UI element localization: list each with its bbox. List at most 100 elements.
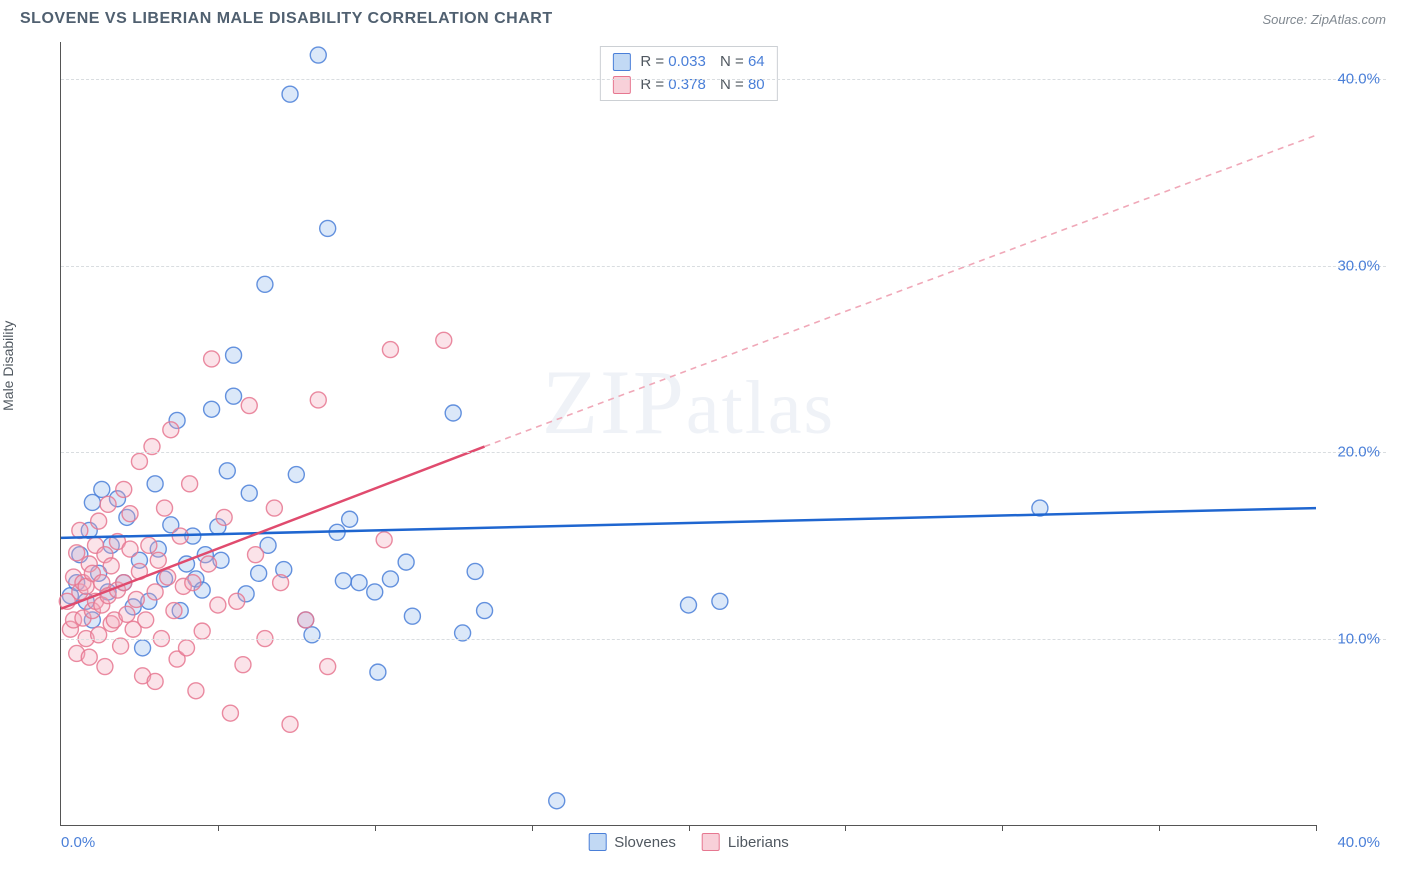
y-axis-label: Male Disability (0, 321, 16, 411)
data-point (251, 565, 267, 581)
data-point (147, 584, 163, 600)
gridline (61, 266, 1386, 267)
data-point (188, 683, 204, 699)
x-tick (375, 825, 376, 831)
data-point (200, 556, 216, 572)
gridline (61, 639, 1386, 640)
chart-title: SLOVENE VS LIBERIAN MALE DISABILITY CORR… (20, 10, 553, 28)
data-point (94, 481, 110, 497)
data-point (97, 659, 113, 675)
legend-label: Slovenes (614, 834, 676, 851)
stats-row-liberians: R = 0.378 N = 80 (612, 74, 764, 97)
r-value: 0.378 (668, 76, 706, 93)
data-point (382, 342, 398, 358)
data-point (100, 496, 116, 512)
y-tick-label: 20.0% (1337, 444, 1380, 461)
data-point (128, 591, 144, 607)
r-value: 0.033 (668, 53, 706, 70)
data-point (194, 623, 210, 639)
data-point (398, 554, 414, 570)
plot-area: ZIPatlas R = 0.033 N = 64 R = 0.378 N = … (60, 42, 1316, 826)
data-point (179, 640, 195, 656)
x-tick (689, 825, 690, 831)
stats-row-slovenes: R = 0.033 N = 64 (612, 51, 764, 74)
x-tick (845, 825, 846, 831)
data-point (69, 545, 85, 561)
data-point (185, 575, 201, 591)
data-point (91, 627, 107, 643)
data-point (131, 453, 147, 469)
data-point (122, 506, 138, 522)
chart-container: Male Disability ZIPatlas R = 0.033 N = 6… (46, 42, 1386, 854)
gridline (61, 452, 1386, 453)
data-point (116, 481, 132, 497)
gridline (61, 79, 1386, 80)
data-point (248, 547, 264, 563)
data-point (273, 575, 289, 591)
x-tick (218, 825, 219, 831)
data-point (226, 388, 242, 404)
series-legend: Slovenes Liberians (588, 833, 789, 851)
data-point (204, 351, 220, 367)
data-point (147, 673, 163, 689)
trend-line (61, 508, 1316, 538)
legend-item-liberians: Liberians (702, 833, 789, 851)
data-point (477, 603, 493, 619)
n-value: 64 (748, 53, 765, 70)
n-value: 80 (748, 76, 765, 93)
data-point (681, 597, 697, 613)
data-point (235, 657, 251, 673)
data-point (150, 552, 166, 568)
data-point (141, 537, 157, 553)
data-point (382, 571, 398, 587)
data-point (219, 463, 235, 479)
legend-label: Liberians (728, 834, 789, 851)
data-point (163, 422, 179, 438)
data-point (257, 276, 273, 292)
data-point (135, 640, 151, 656)
data-point (376, 532, 392, 548)
swatch-icon (702, 833, 720, 851)
data-point (367, 584, 383, 600)
y-tick-label: 40.0% (1337, 71, 1380, 88)
data-point (282, 86, 298, 102)
data-point (216, 509, 232, 525)
y-tick-label: 10.0% (1337, 630, 1380, 647)
data-point (229, 593, 245, 609)
data-point (182, 476, 198, 492)
data-point (298, 612, 314, 628)
trend-line (485, 135, 1316, 446)
data-point (160, 569, 176, 585)
x-tick (1159, 825, 1160, 831)
data-point (266, 500, 282, 516)
data-point (122, 541, 138, 557)
x-tick (1316, 825, 1317, 831)
data-point (304, 627, 320, 643)
data-point (103, 558, 119, 574)
data-point (113, 638, 129, 654)
data-point (288, 467, 304, 483)
data-point (335, 573, 351, 589)
data-point (204, 401, 220, 417)
data-point (72, 522, 88, 538)
data-point (241, 398, 257, 414)
data-point (712, 593, 728, 609)
data-point (436, 332, 452, 348)
data-point (241, 485, 257, 501)
data-point (549, 793, 565, 809)
data-point (467, 563, 483, 579)
data-point (157, 500, 173, 516)
legend-item-slovenes: Slovenes (588, 833, 676, 851)
stats-legend: R = 0.033 N = 64 R = 0.378 N = 80 (599, 46, 777, 101)
scatter-svg (61, 42, 1316, 825)
x-axis-min-label: 0.0% (61, 834, 95, 851)
data-point (282, 716, 298, 732)
x-tick (1002, 825, 1003, 831)
data-point (147, 476, 163, 492)
data-point (310, 47, 326, 63)
data-point (445, 405, 461, 421)
data-point (166, 603, 182, 619)
data-point (81, 649, 97, 665)
data-point (210, 597, 226, 613)
data-point (310, 392, 326, 408)
